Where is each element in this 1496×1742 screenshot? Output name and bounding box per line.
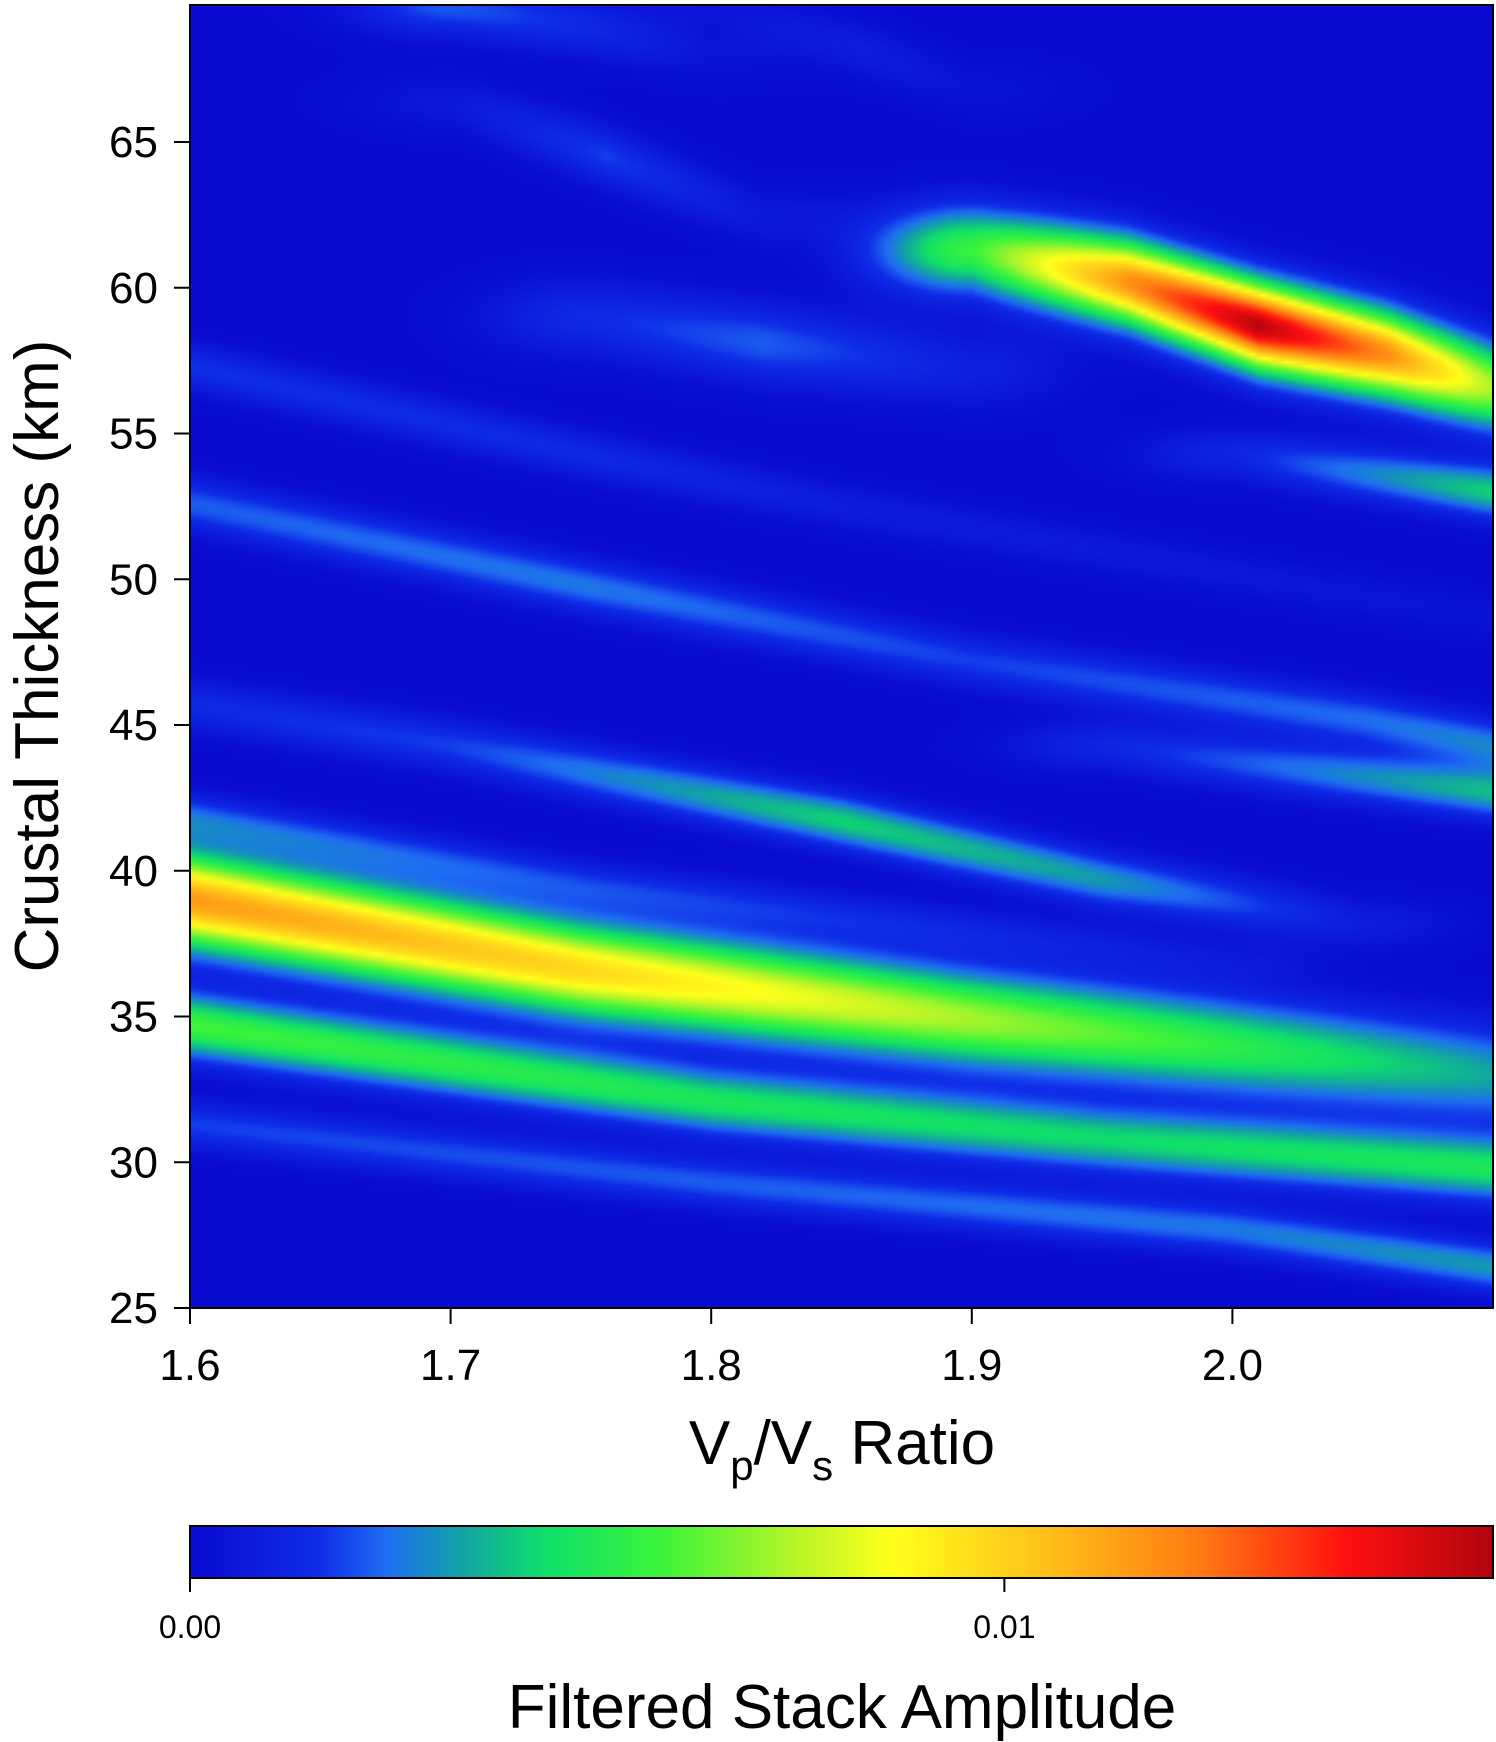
x-tick-label: 1.9	[941, 1341, 1002, 1390]
plot-area	[189, 4, 1494, 1309]
x-tick-label: 1.6	[159, 1341, 220, 1390]
colorbar-gradient	[189, 1525, 1494, 1579]
y-tick-label: 55	[109, 410, 158, 459]
x-axis-label: Vp/Vs Ratio	[689, 1409, 995, 1489]
x-axis: 1.6 1.7 1.8 1.9 2.0	[159, 1307, 1493, 1390]
x-label-slash: /V	[754, 1409, 813, 1478]
x-label-sub-s: s	[812, 1442, 833, 1489]
y-tick-label: 50	[109, 555, 158, 604]
heatmap-image	[190, 5, 1493, 1308]
y-tick-label: 60	[109, 264, 158, 313]
y-tick-label: 40	[109, 847, 158, 896]
colorbar: 0.00 0.01 Filtered Stack Amplitude	[159, 1525, 1494, 1742]
y-axis: 25 30 35 40 45 50 55 60 65	[109, 5, 191, 1333]
y-tick-label: 45	[109, 701, 158, 750]
x-label-v: V	[689, 1409, 731, 1478]
y-tick-label: 65	[109, 118, 158, 167]
colorbar-tick-label: 0.00	[159, 1609, 221, 1645]
y-tick-label: 35	[109, 993, 158, 1042]
y-axis-label: Crustal Thickness (km)	[3, 340, 72, 973]
y-tick-label: 30	[109, 1138, 158, 1187]
colorbar-label: Filtered Stack Amplitude	[508, 1673, 1177, 1742]
colorbar-tick-label: 0.01	[973, 1609, 1035, 1645]
x-tick-label: 1.8	[681, 1341, 742, 1390]
colorbar-ticks: 0.00 0.01	[159, 1578, 1036, 1645]
y-tick-label: 25	[109, 1284, 158, 1333]
x-label-sub-p: p	[730, 1442, 753, 1489]
x-tick-label: 2.0	[1202, 1341, 1263, 1390]
x-tick-label: 1.7	[420, 1341, 481, 1390]
x-label-rest: Ratio	[833, 1409, 995, 1478]
